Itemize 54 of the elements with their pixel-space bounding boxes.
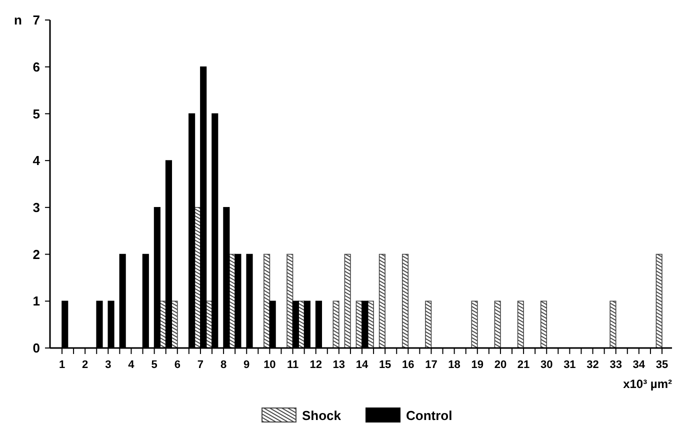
y-tick-label: 5 [32, 106, 40, 122]
x-tick-label: 31 [564, 359, 576, 371]
x-tick-label: 21 [517, 359, 530, 371]
x-tick-label: 14 [356, 359, 369, 371]
x-tick-label: 7 [197, 359, 204, 371]
bar [540, 300, 548, 348]
x-tick-label: 10 [264, 359, 276, 371]
bar [264, 254, 270, 348]
x-tick-label: 19 [471, 359, 484, 371]
x-tick-label: 5 [151, 359, 158, 371]
bar [517, 300, 524, 348]
legend-label: Shock [302, 408, 342, 423]
bar [402, 254, 409, 348]
bar [332, 300, 340, 348]
x-tick-label: 15 [378, 359, 392, 371]
x-tick-label: 20 [494, 359, 507, 371]
x-tick-label: 4 [128, 359, 136, 371]
bar [171, 300, 178, 348]
x-tick-label: 12 [310, 359, 322, 371]
x-tick-label: 2 [82, 359, 88, 371]
x-tick-label: 18 [448, 359, 460, 371]
legend-label: Control [406, 408, 452, 423]
bar [610, 300, 616, 348]
x-tick-label: 30 [540, 359, 553, 371]
y-tick-label: 1 [32, 294, 40, 309]
y-tick-label: 3 [32, 200, 40, 215]
x-axis-title: x10³ µm² [623, 377, 672, 391]
x-tick-label: 35 [656, 359, 668, 371]
y-axis-title: n [14, 12, 22, 28]
x-tick-label: 3 [105, 359, 112, 371]
bar [425, 300, 432, 348]
x-tick-label: 17 [425, 359, 438, 371]
bar [656, 254, 662, 348]
y-tick-label: 2 [32, 246, 40, 262]
bar [494, 300, 501, 348]
x-tick-label: 1 [58, 359, 66, 371]
x-tick-label: 34 [632, 359, 646, 371]
y-tick-label: 6 [32, 59, 40, 74]
bar [286, 254, 294, 348]
x-tick-label: 32 [586, 359, 599, 371]
y-tick-label: 0 [32, 340, 40, 356]
y-tick-label: 4 [32, 153, 41, 168]
x-tick-label: 11 [286, 359, 299, 371]
bar [367, 300, 374, 348]
bar [471, 300, 478, 348]
x-tick-label: 9 [244, 359, 250, 371]
x-tick-label: 16 [402, 359, 414, 371]
x-tick-label: 8 [220, 359, 227, 371]
bar [378, 254, 386, 348]
x-tick-label: 13 [332, 359, 346, 371]
x-tick-label: 6 [174, 359, 180, 371]
x-tick-label: 33 [610, 359, 622, 371]
bar [344, 254, 351, 348]
y-tick-label: 7 [32, 12, 40, 28]
